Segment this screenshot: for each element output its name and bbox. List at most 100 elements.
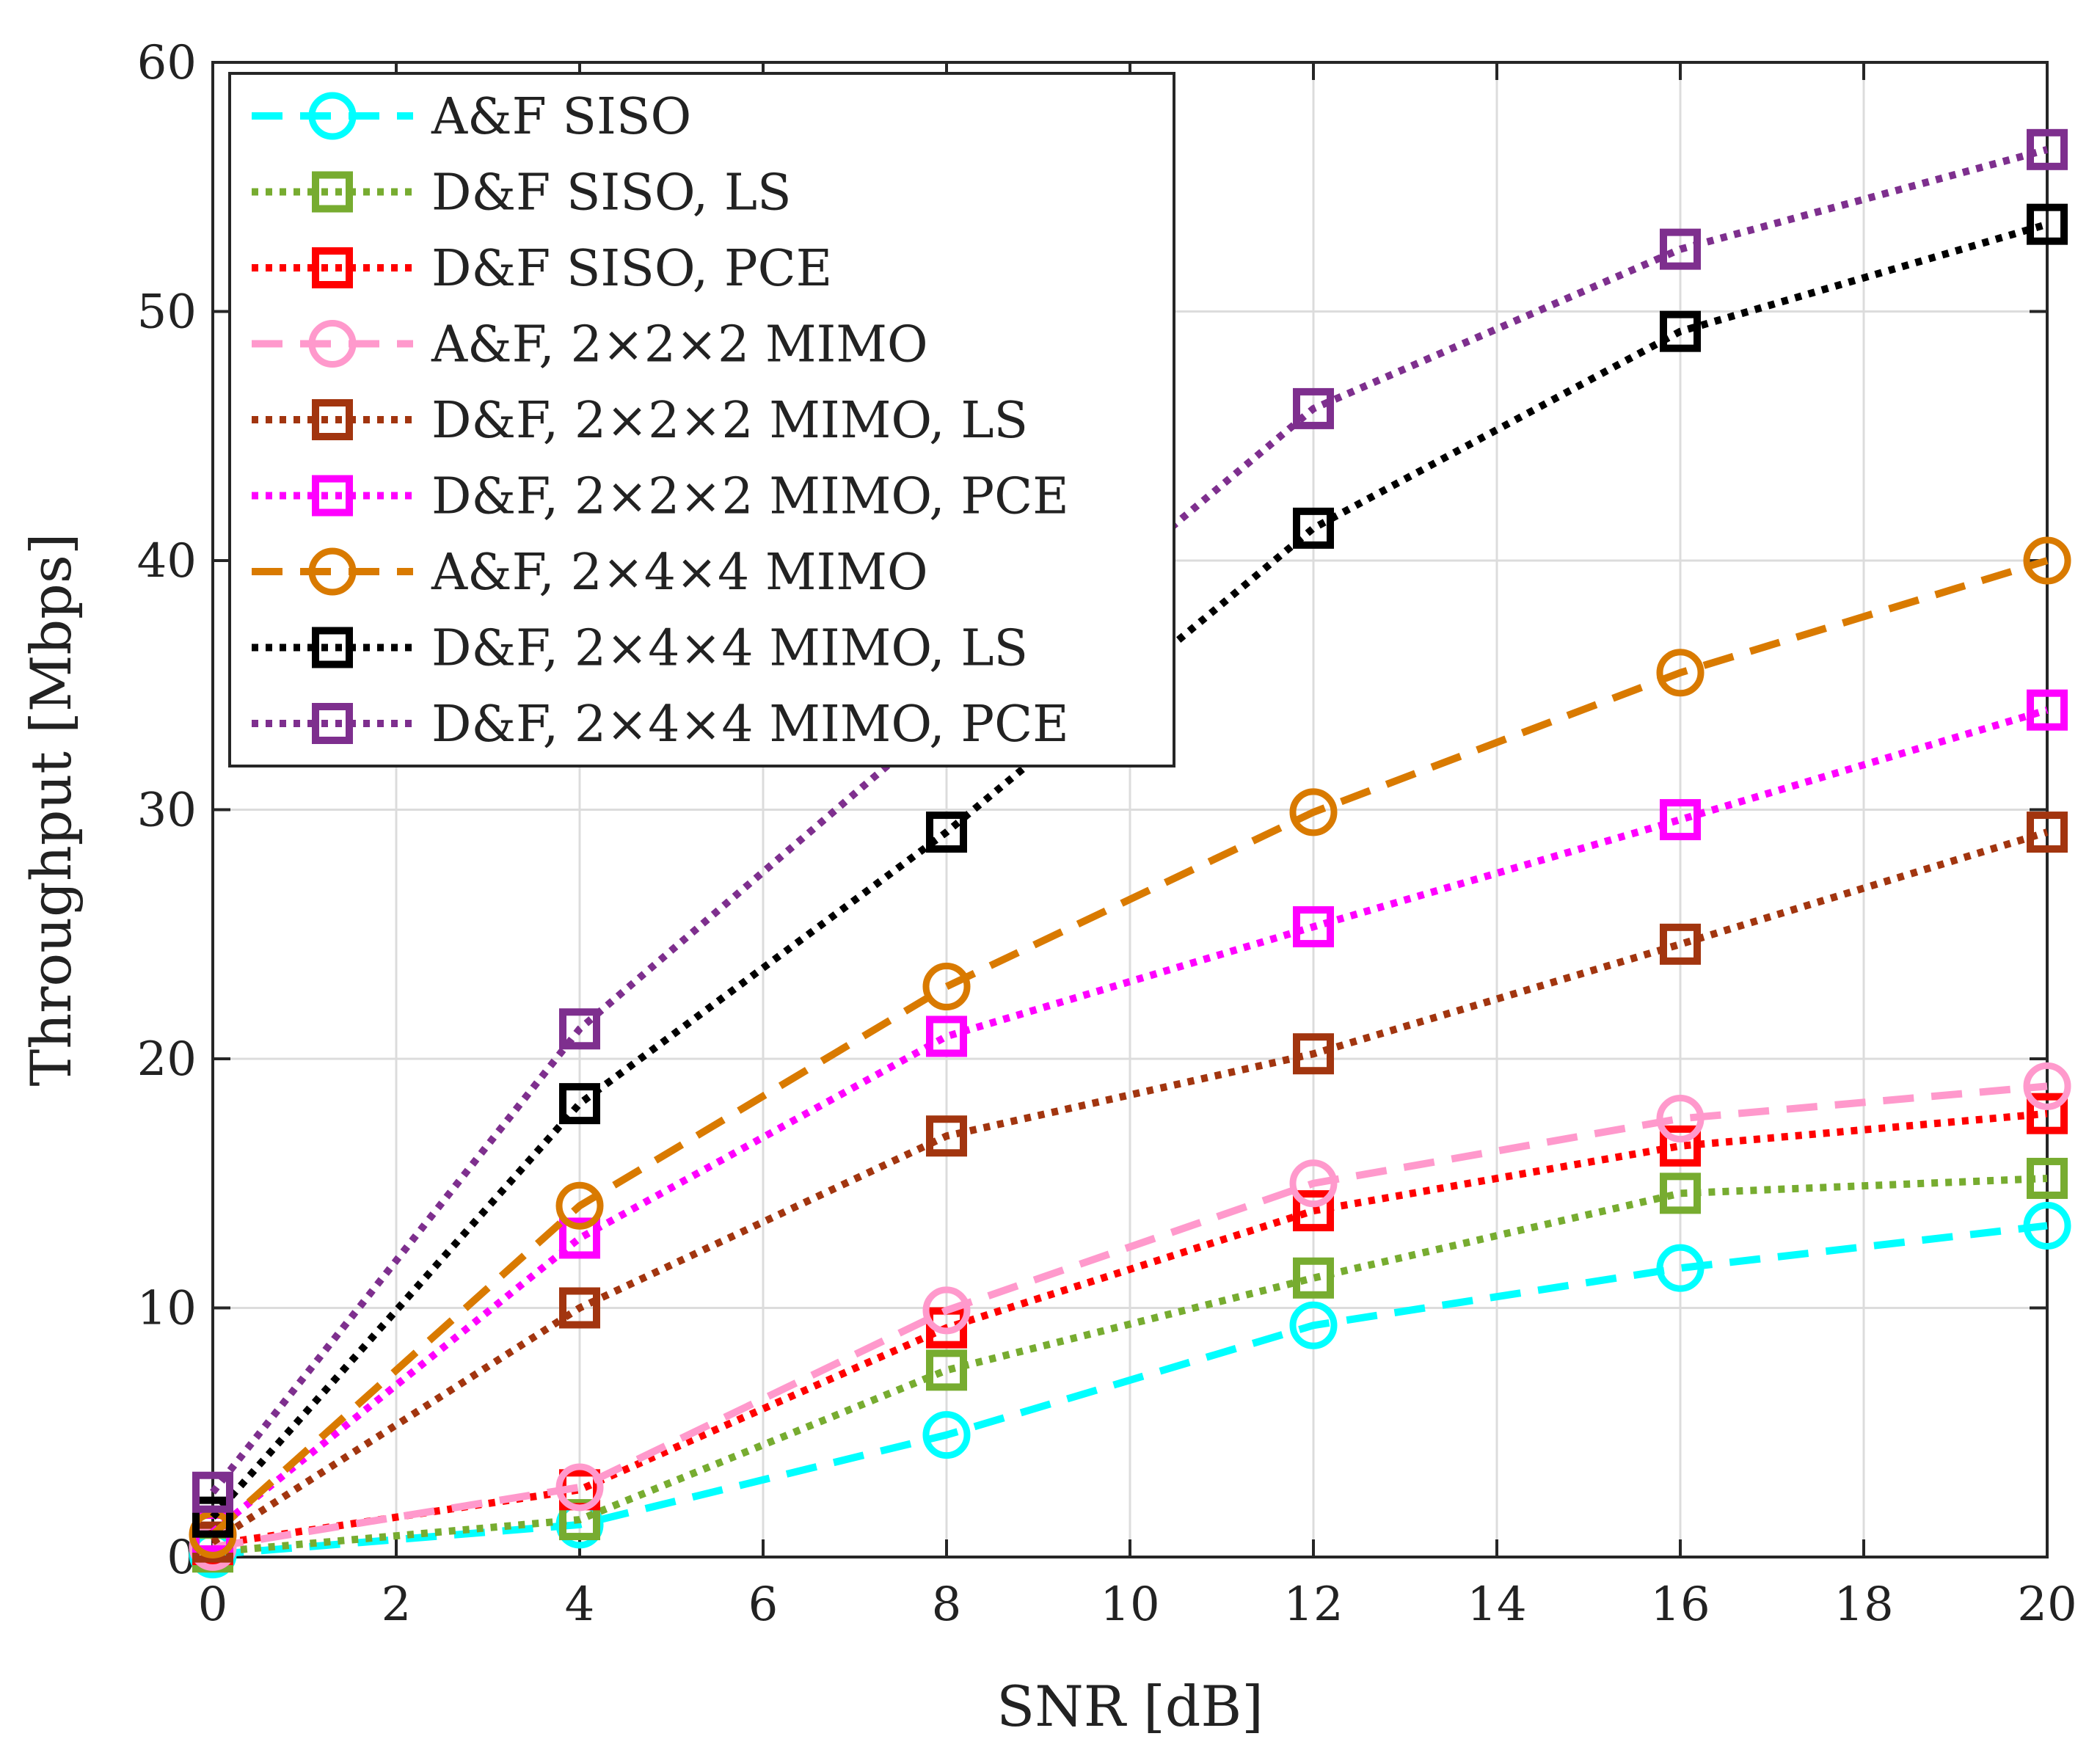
data-point bbox=[2023, 1201, 2071, 1250]
legend-item: D&F SISO, PCE bbox=[252, 240, 832, 298]
data-point bbox=[1656, 649, 1705, 697]
legend: A&F SISO D&F SISO, LS D&F SISO, PCE A&F, 2×… bbox=[228, 72, 1175, 768]
data-point bbox=[926, 1115, 967, 1157]
data-point bbox=[2027, 203, 2068, 245]
x-tick-label: 14 bbox=[1467, 1578, 1526, 1632]
data-point bbox=[922, 1411, 971, 1459]
data-point bbox=[2027, 1157, 2068, 1199]
data-point bbox=[1293, 906, 1334, 948]
y-tick-label: 60 bbox=[137, 36, 197, 90]
legend-label: D&F, 2×4×4 MIMO, LS bbox=[431, 620, 1028, 678]
legend-item: A&F SISO bbox=[252, 88, 691, 146]
series-line bbox=[210, 220, 2049, 1520]
data-point bbox=[559, 1083, 600, 1125]
x-tick-label: 18 bbox=[1834, 1578, 1893, 1632]
x-tick-label: 20 bbox=[2017, 1578, 2077, 1632]
data-point bbox=[1293, 1190, 1334, 1232]
x-tick-label: 4 bbox=[565, 1578, 595, 1632]
legend-label: A&F, 2×4×4 MIMO bbox=[431, 544, 928, 602]
series-7 bbox=[192, 203, 2068, 1538]
legend-item: D&F, 2×2×2 MIMO, PCE bbox=[252, 468, 1069, 526]
series-line bbox=[212, 1174, 2048, 1556]
data-point bbox=[1289, 1159, 1338, 1208]
legend-marker bbox=[312, 703, 353, 744]
data-point bbox=[1660, 228, 1701, 270]
data-point bbox=[1289, 788, 1338, 836]
x-tick-label: 16 bbox=[1650, 1578, 1710, 1632]
series-3 bbox=[189, 1062, 2071, 1571]
data-point bbox=[555, 1181, 604, 1230]
series-line bbox=[210, 557, 2049, 1538]
data-point bbox=[559, 1008, 600, 1050]
data-point bbox=[1660, 1173, 1701, 1214]
legend-label: D&F SISO, PCE bbox=[431, 240, 832, 298]
data-point bbox=[1660, 1125, 1701, 1167]
data-point bbox=[192, 1496, 233, 1538]
x-tick-label: 6 bbox=[748, 1578, 779, 1632]
legend-item: D&F SISO, LS bbox=[252, 164, 792, 222]
data-point bbox=[559, 1287, 600, 1329]
y-axis-label: Throughput [Mbps] bbox=[18, 533, 84, 1087]
legend-marker bbox=[308, 547, 357, 596]
legend-item: D&F, 2×2×2 MIMO, LS bbox=[252, 392, 1028, 450]
legend-marker bbox=[312, 247, 353, 288]
legend-marker bbox=[312, 399, 353, 440]
data-point bbox=[1656, 1094, 1705, 1142]
data-point bbox=[1289, 1301, 1338, 1349]
legend-marker bbox=[308, 320, 357, 368]
legend-box bbox=[228, 72, 1175, 768]
data-point bbox=[559, 1217, 600, 1259]
data-point bbox=[1293, 1257, 1334, 1299]
x-tick-label: 10 bbox=[1100, 1578, 1159, 1632]
data-point bbox=[2027, 1093, 2068, 1134]
legend-marker bbox=[312, 627, 353, 668]
axis-labels: SNR [dB] Throughput [Mbps] bbox=[18, 533, 1264, 1740]
data-point bbox=[2023, 536, 2071, 585]
series-line bbox=[210, 706, 2049, 1535]
data-point bbox=[555, 1463, 604, 1512]
x-tick-label: 12 bbox=[1283, 1578, 1343, 1632]
data-point bbox=[1660, 923, 1701, 965]
legend-label: D&F, 2×2×2 MIMO, LS bbox=[431, 392, 1028, 450]
legend-item: D&F, 2×4×4 MIMO, PCE bbox=[252, 696, 1069, 754]
series-4 bbox=[192, 812, 2068, 1563]
data-point bbox=[922, 1286, 971, 1335]
data-point bbox=[1660, 799, 1701, 841]
legend-label: D&F SISO, LS bbox=[431, 164, 792, 222]
data-point bbox=[192, 1471, 233, 1513]
x-tick-label: 0 bbox=[198, 1578, 228, 1632]
data-point bbox=[2027, 689, 2068, 731]
legend-marker bbox=[312, 171, 353, 213]
legend-item: A&F, 2×2×2 MIMO bbox=[252, 316, 928, 374]
x-tick-label: 2 bbox=[382, 1578, 412, 1632]
data-point bbox=[926, 812, 967, 853]
series-group bbox=[189, 128, 2071, 1579]
data-point bbox=[2027, 128, 2068, 170]
legend-marker bbox=[308, 92, 357, 140]
data-point bbox=[1660, 310, 1701, 352]
data-point bbox=[1293, 1033, 1334, 1075]
legend-label: D&F, 2×4×4 MIMO, PCE bbox=[431, 696, 1069, 754]
data-point bbox=[926, 1349, 967, 1391]
data-point bbox=[922, 963, 971, 1011]
series-line bbox=[212, 1082, 2048, 1551]
data-point bbox=[1293, 507, 1334, 549]
y-tick-label: 40 bbox=[137, 534, 197, 588]
legend-marker bbox=[312, 475, 353, 517]
y-tick-label: 10 bbox=[137, 1282, 197, 1336]
series-line bbox=[212, 1222, 2048, 1558]
legend-label: A&F, 2×2×2 MIMO bbox=[431, 316, 928, 374]
data-point bbox=[559, 1499, 600, 1541]
y-tick-label: 50 bbox=[137, 285, 197, 340]
y-tick-label: 30 bbox=[137, 784, 197, 838]
data-point bbox=[2023, 1062, 2071, 1110]
data-point bbox=[2027, 812, 2068, 853]
series-line bbox=[211, 828, 2049, 1545]
legend-item: A&F, 2×4×4 MIMO bbox=[252, 544, 928, 602]
legend-label: A&F SISO bbox=[431, 88, 691, 146]
data-point bbox=[926, 1016, 967, 1057]
data-point bbox=[1293, 387, 1334, 429]
